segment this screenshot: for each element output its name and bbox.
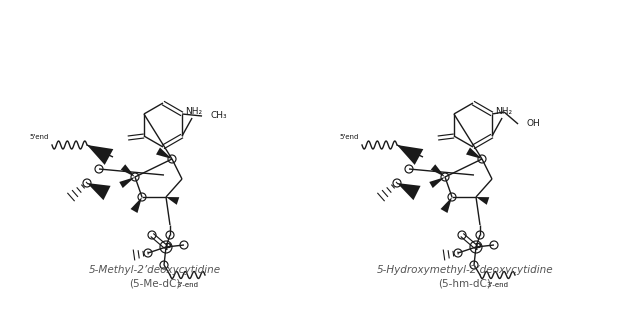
Polygon shape — [121, 164, 135, 177]
Text: CH₃: CH₃ — [210, 111, 227, 121]
Polygon shape — [429, 177, 445, 188]
Text: OH: OH — [526, 120, 540, 128]
Polygon shape — [166, 197, 179, 205]
Polygon shape — [119, 177, 135, 188]
Text: (5-hm-dC): (5-hm-dC) — [438, 279, 492, 289]
Text: 5'end: 5'end — [30, 134, 49, 140]
Polygon shape — [431, 164, 445, 177]
Polygon shape — [466, 148, 482, 159]
Text: 3'-end: 3'-end — [486, 282, 508, 288]
Text: 5-Hydroxymethyl-2’deoxycytidine: 5-Hydroxymethyl-2’deoxycytidine — [377, 265, 553, 275]
Polygon shape — [87, 145, 113, 165]
Text: NH₂: NH₂ — [185, 106, 203, 116]
Polygon shape — [156, 148, 172, 159]
Polygon shape — [397, 145, 423, 165]
Polygon shape — [87, 183, 110, 200]
Text: NH₂: NH₂ — [495, 106, 513, 116]
Text: 5-Methyl-2’deoxycytidine: 5-Methyl-2’deoxycytidine — [89, 265, 221, 275]
Text: P: P — [164, 243, 170, 252]
Text: (5-Me-dC): (5-Me-dC) — [130, 279, 180, 289]
Polygon shape — [441, 197, 452, 213]
Polygon shape — [476, 197, 489, 205]
Polygon shape — [397, 183, 420, 200]
Text: 3'-end: 3'-end — [176, 282, 198, 288]
Text: 5'end: 5'end — [340, 134, 359, 140]
Text: P: P — [474, 243, 480, 252]
Polygon shape — [131, 197, 142, 213]
